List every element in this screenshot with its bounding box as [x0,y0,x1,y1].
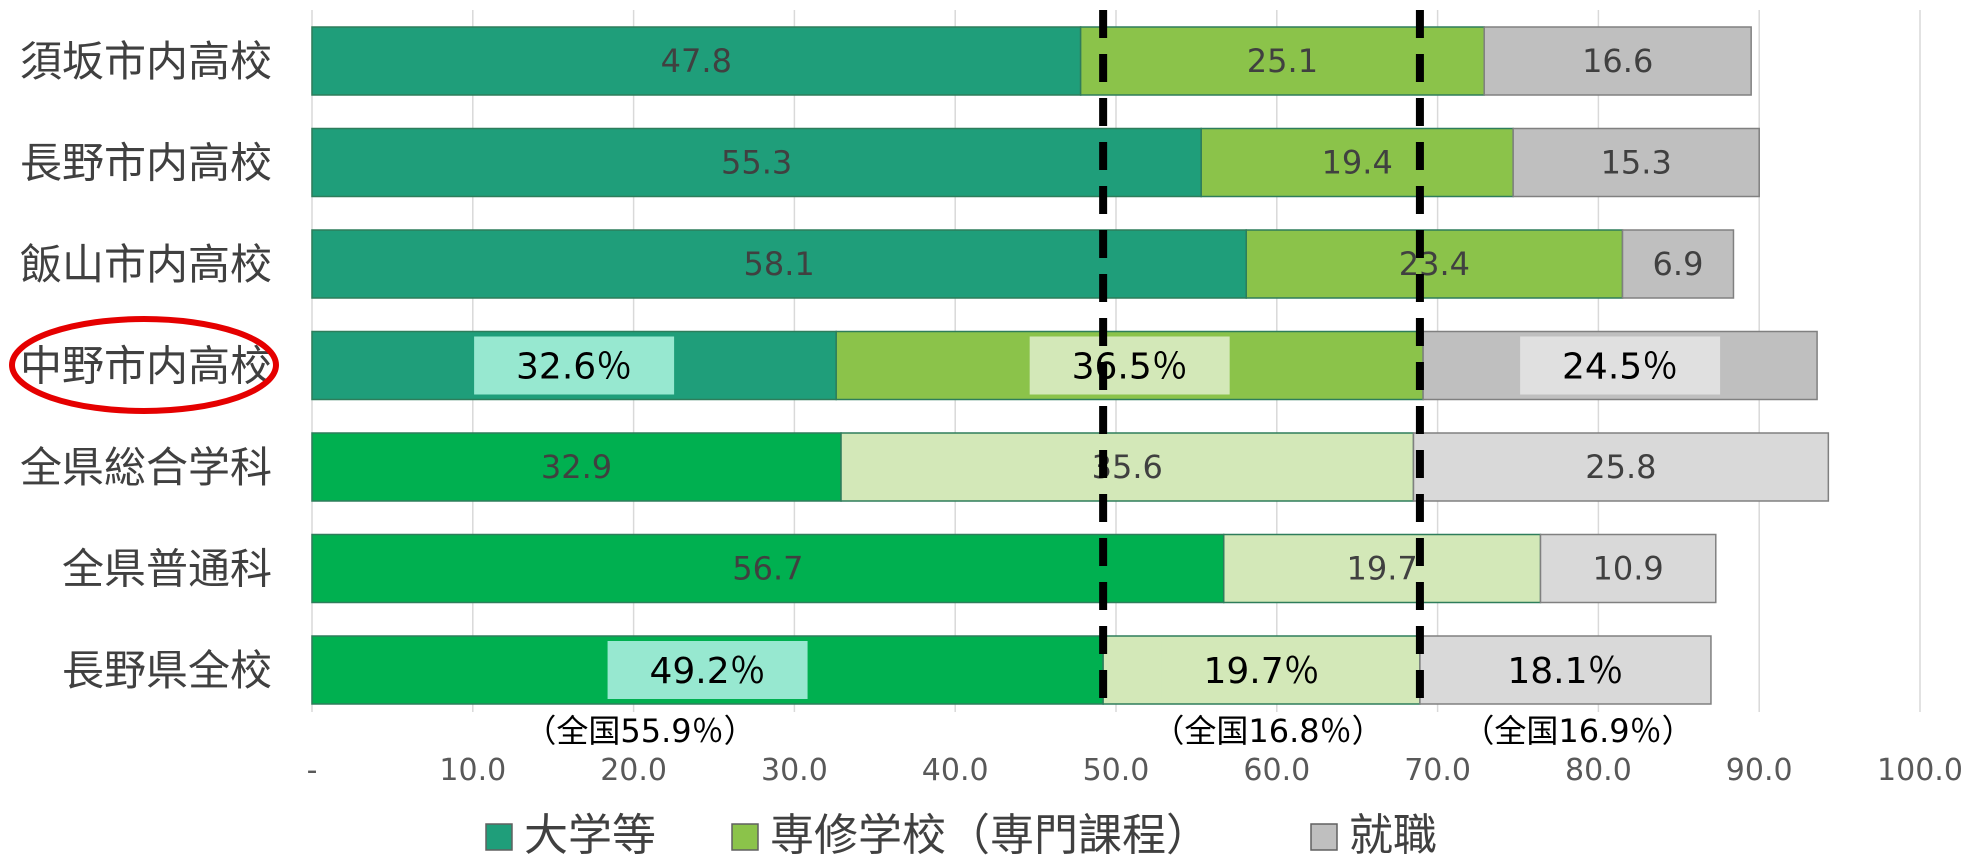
bar-segment [1539,533,1717,604]
data-label: 55.3 [721,144,792,182]
bar-segment [311,229,1247,299]
bar-segment [1200,127,1514,198]
segment-labels: 47.8 25.1 16.6 55.3 19.4 15.3 58.1 23.4 6.9 32.6％… [474,42,1721,699]
x-tick-label: - [307,753,318,788]
bar-segment [1483,26,1752,96]
category-label: 須坂市内高校 [20,37,272,86]
data-label: 58.1 [743,245,814,283]
national-annotation: （全国16.9％） [1462,712,1693,750]
bar-segment [311,127,1202,198]
category-label: 長野県全校 [62,646,272,695]
data-label: 19.7 [1346,550,1417,588]
legend-swatch [485,823,513,851]
legend-label: 専修学校（専門課程） [770,810,1210,860]
data-label-box [1520,336,1721,395]
data-label: 32.9 [541,448,612,486]
bar-segment [840,432,1415,502]
data-label: 19.4 [1322,144,1393,182]
legend-swatch [1310,823,1338,851]
x-tick-label: 100.0 [1877,753,1963,788]
data-label: 6.9 [1653,245,1704,283]
category-label: 中野市内高校 [20,342,272,391]
national-annotation: （全国55.9％） [524,712,755,750]
category-label: 全県普通科 [62,545,272,594]
x-tick-label: 90.0 [1726,753,1793,788]
x-axis-tick-labels: - 10.0 20.0 30.0 40.0 50.0 60.0 70.0 80.0 90.0 100… [307,753,1963,788]
data-label: 36.5％ [1072,347,1188,388]
data-label: 25.1 [1247,42,1318,80]
highlight-circle [9,316,279,414]
data-label: 56.7 [732,550,803,588]
bar-segment [1222,533,1542,604]
bar-segment [311,432,842,502]
data-label-box [474,336,675,395]
category-label: 飯山市内高校 [20,240,272,289]
data-label: 47.8 [661,42,732,80]
reference-lines [1099,10,1424,712]
bar-segment [1621,229,1735,299]
bar-segment [311,533,1225,604]
legend: 大学等 専修学校（専門課程） 就職 [485,810,1437,860]
x-tick-label: 50.0 [1083,753,1150,788]
data-label: 10.9 [1593,550,1664,588]
x-tick-label: 40.0 [922,753,989,788]
x-tick-label: 20.0 [600,753,667,788]
data-label-box [1161,641,1362,699]
data-label: 23.4 [1399,245,1470,283]
data-label: 15.3 [1601,144,1672,182]
bar-segment [1412,432,1830,502]
data-label: 32.6％ [516,347,632,388]
data-label: 16.6 [1582,42,1653,80]
legend-label: 就職 [1349,810,1437,860]
data-label-box [1029,336,1230,395]
data-label: 24.5％ [1562,347,1678,388]
national-annotations: （全国55.9％） （全国16.8％） （全国16.9％） [524,712,1693,750]
x-tick-label: 30.0 [761,753,828,788]
category-label: 全県総合学科 [20,443,272,492]
legend-swatch [731,823,759,851]
data-label: 25.8 [1585,448,1656,486]
legend-label: 大学等 [524,810,656,860]
bar-segment [1512,127,1760,198]
bar-segment [311,26,1082,96]
national-annotation: （全国16.8％） [1152,712,1383,750]
x-tick-label: 10.0 [439,753,506,788]
data-label: 19.7％ [1203,651,1319,692]
category-label: 長野市内高校 [20,139,272,188]
data-label: 49.2％ [649,651,765,692]
x-tick-label: 70.0 [1404,753,1471,788]
x-tick-label: 80.0 [1565,753,1632,788]
data-label-box [607,641,808,699]
x-tick-label: 60.0 [1243,753,1310,788]
data-label: 18.1％ [1507,651,1623,692]
bar-segment [1419,635,1712,705]
